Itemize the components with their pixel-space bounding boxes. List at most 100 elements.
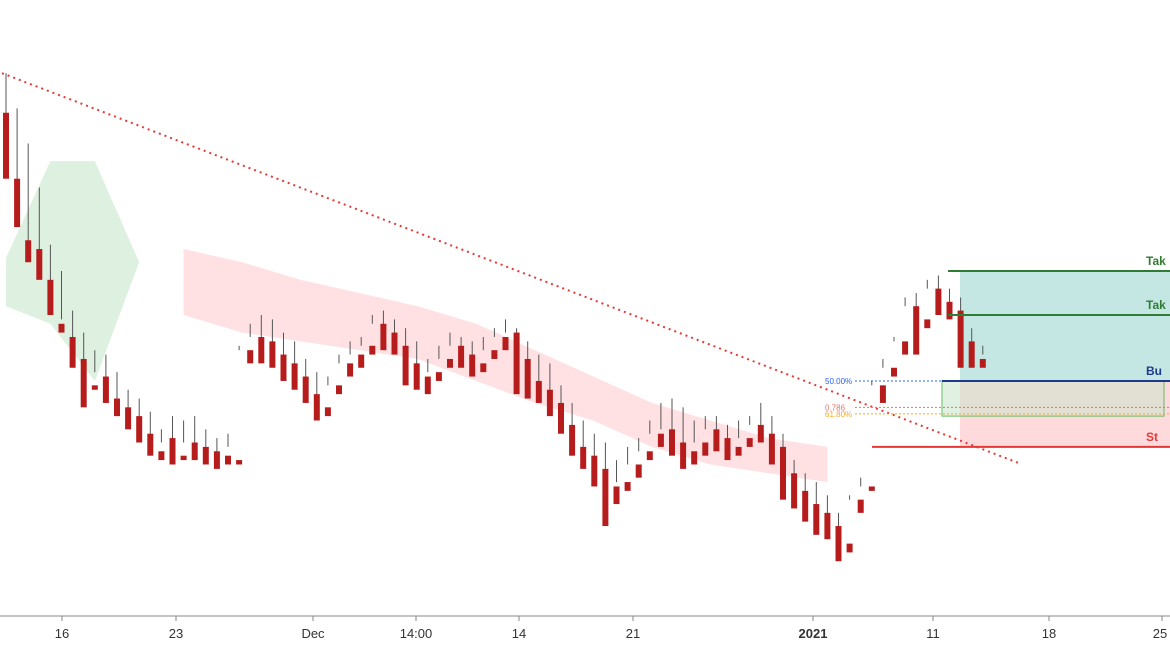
candle-3 bbox=[25, 143, 32, 263]
candle-58 bbox=[635, 438, 642, 478]
x-tick-label-2: Dec bbox=[301, 626, 325, 641]
candle-27 bbox=[291, 341, 298, 390]
candle-7 bbox=[69, 310, 76, 368]
candle-71 bbox=[780, 433, 786, 500]
candle-31 bbox=[336, 354, 342, 395]
candle-2 bbox=[14, 108, 21, 228]
candle-14 bbox=[147, 411, 154, 456]
candle-63 bbox=[691, 420, 698, 465]
candle-70 bbox=[768, 416, 775, 465]
candle-83 bbox=[913, 293, 920, 355]
time-axis[interactable]: 16 23 Dec 14:00 14 21 2021 11 18 25 bbox=[0, 615, 1170, 641]
candle-28 bbox=[302, 358, 309, 403]
candle-82 bbox=[902, 297, 909, 355]
candle-42 bbox=[458, 336, 465, 368]
x-tick-label-1: 23 bbox=[169, 626, 183, 641]
candle-8 bbox=[80, 332, 87, 408]
candle-85 bbox=[935, 275, 942, 315]
trendline bbox=[1, 72, 1019, 464]
candle-88 bbox=[968, 328, 975, 368]
candle-45 bbox=[491, 328, 498, 359]
candle-6 bbox=[58, 271, 65, 333]
candle-56 bbox=[613, 460, 620, 505]
candle-46 bbox=[502, 319, 509, 351]
candle-52 bbox=[569, 402, 576, 456]
candle-29 bbox=[313, 372, 320, 421]
candle-22 bbox=[236, 345, 243, 465]
candle-9 bbox=[91, 350, 98, 390]
candle-49 bbox=[535, 354, 542, 403]
candle-86 bbox=[946, 288, 953, 320]
candle-12 bbox=[125, 389, 132, 430]
candle-89 bbox=[979, 345, 986, 368]
trade-level-label-3: St bbox=[1146, 430, 1158, 444]
candle-62 bbox=[680, 407, 687, 469]
candle-11 bbox=[114, 372, 120, 417]
candle-87 bbox=[957, 297, 964, 368]
candle-72 bbox=[791, 460, 798, 509]
candle-4 bbox=[36, 187, 43, 280]
candle-47 bbox=[513, 328, 520, 395]
candle-44 bbox=[480, 336, 487, 373]
fib-label-1: 0.786 bbox=[825, 403, 846, 412]
candle-84 bbox=[924, 279, 931, 329]
trade-level-label-2: Bu bbox=[1146, 364, 1162, 378]
candle-32 bbox=[347, 341, 354, 377]
candle-13 bbox=[136, 398, 143, 443]
trade-levels: Tak Tak Bu St bbox=[872, 254, 1170, 448]
candle-60 bbox=[657, 402, 664, 447]
candle-37 bbox=[402, 328, 409, 386]
candle-41 bbox=[447, 332, 453, 368]
candle-50 bbox=[546, 363, 553, 417]
candle-57 bbox=[624, 446, 631, 491]
candle-5 bbox=[47, 244, 54, 315]
candle-80 bbox=[879, 358, 886, 403]
candle-21 bbox=[225, 433, 231, 465]
candle-38 bbox=[413, 341, 420, 390]
x-tick-label-8: 18 bbox=[1042, 626, 1056, 641]
candle-75 bbox=[824, 495, 831, 540]
x-tick-label-0: 16 bbox=[55, 626, 69, 641]
candle-15 bbox=[158, 429, 165, 461]
candle-66 bbox=[724, 424, 731, 461]
candle-68 bbox=[746, 416, 753, 447]
fib-label-2: 61.80% bbox=[825, 410, 852, 419]
candle-78 bbox=[857, 477, 864, 513]
candle-54 bbox=[591, 433, 598, 487]
trade-level-label-1: Tak bbox=[1146, 298, 1166, 312]
candle-26 bbox=[280, 332, 287, 381]
candle-53 bbox=[580, 420, 587, 469]
candle-40 bbox=[435, 345, 442, 381]
cloud-green-0 bbox=[6, 161, 184, 381]
fib-label-0: 50.00% bbox=[825, 377, 852, 386]
zone-target bbox=[960, 271, 1170, 381]
candle-67 bbox=[735, 420, 742, 456]
candle-17 bbox=[180, 420, 187, 461]
x-tick-label-7: 11 bbox=[926, 626, 940, 641]
candle-43 bbox=[469, 341, 476, 377]
candle-69 bbox=[757, 402, 764, 443]
x-tick-label-6: 2021 bbox=[799, 626, 828, 641]
candle-79 bbox=[868, 380, 875, 491]
candle-77 bbox=[846, 495, 853, 553]
candle-23 bbox=[247, 323, 254, 364]
candle-73 bbox=[802, 473, 809, 522]
candle-61 bbox=[669, 398, 675, 456]
candle-81 bbox=[891, 336, 897, 377]
candle-64 bbox=[702, 416, 709, 456]
candle-51 bbox=[558, 385, 564, 434]
ichimoku-cloud bbox=[6, 161, 828, 483]
trade-zones bbox=[941, 271, 1170, 447]
candle-25 bbox=[269, 319, 276, 368]
candle-19 bbox=[202, 429, 209, 465]
candle-34 bbox=[369, 315, 376, 355]
candles bbox=[3, 73, 986, 562]
x-tick-label-5: 21 bbox=[626, 626, 640, 641]
candle-76 bbox=[835, 512, 842, 562]
candle-55 bbox=[602, 442, 609, 527]
cloud-red-1 bbox=[183, 249, 828, 483]
x-tick-label-3: 14:00 bbox=[400, 626, 433, 641]
candle-33 bbox=[358, 336, 365, 368]
trade-level-label-0: Tak bbox=[1146, 254, 1166, 268]
